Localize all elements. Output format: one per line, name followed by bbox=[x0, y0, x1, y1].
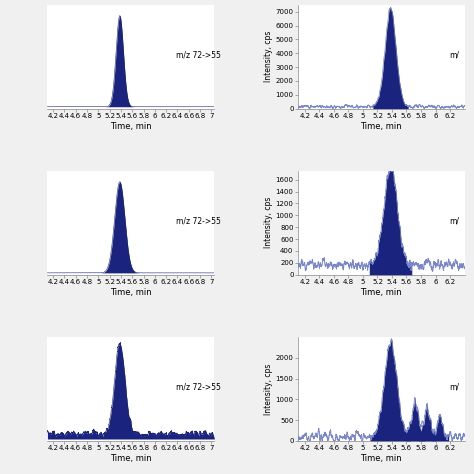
X-axis label: Time, min: Time, min bbox=[110, 454, 152, 463]
X-axis label: Time, min: Time, min bbox=[110, 121, 152, 130]
X-axis label: Time, min: Time, min bbox=[360, 454, 402, 463]
Y-axis label: Intensity, cps: Intensity, cps bbox=[264, 363, 273, 415]
X-axis label: Time, min: Time, min bbox=[110, 288, 152, 297]
Y-axis label: Intensity, cps: Intensity, cps bbox=[264, 197, 273, 248]
Text: m/z 72->55: m/z 72->55 bbox=[176, 50, 221, 59]
Text: m/: m/ bbox=[449, 383, 459, 392]
X-axis label: Time, min: Time, min bbox=[360, 121, 402, 130]
X-axis label: Time, min: Time, min bbox=[360, 288, 402, 297]
Y-axis label: Intensity, cps: Intensity, cps bbox=[264, 31, 273, 82]
Text: m/z 72->55: m/z 72->55 bbox=[176, 383, 221, 392]
Text: m/: m/ bbox=[449, 216, 459, 225]
Text: m/: m/ bbox=[449, 50, 459, 59]
Text: m/z 72->55: m/z 72->55 bbox=[176, 216, 221, 225]
